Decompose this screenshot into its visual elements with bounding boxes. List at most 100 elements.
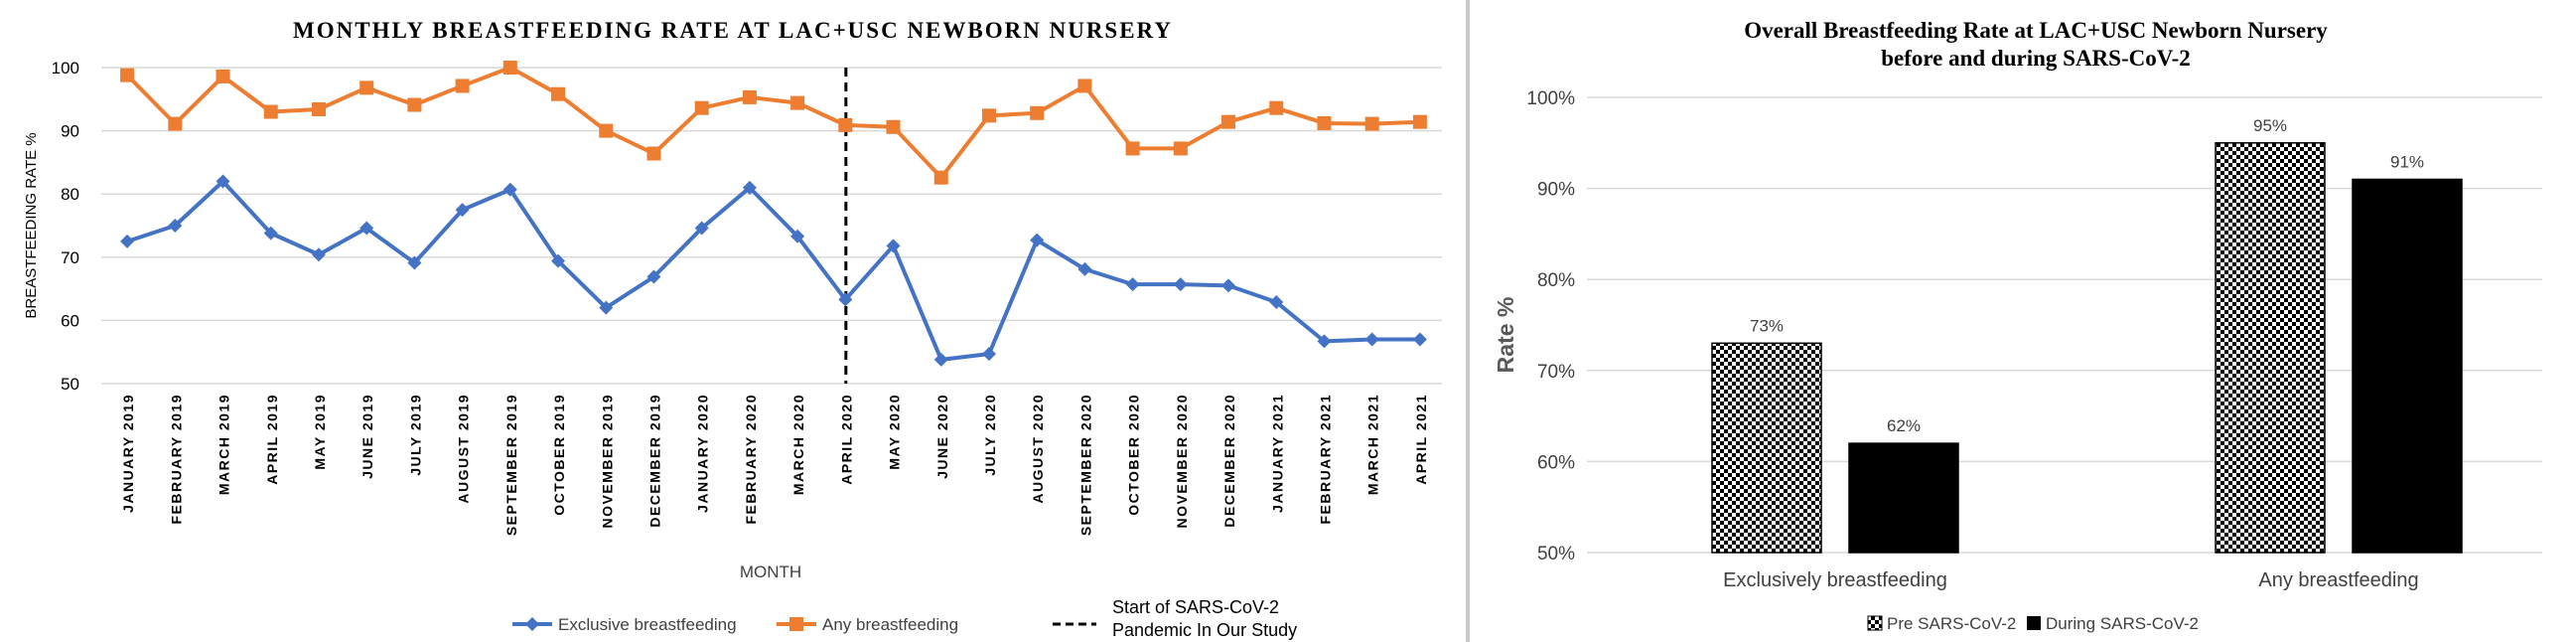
bar-during	[1848, 442, 1959, 554]
data-point-exclusive	[886, 239, 901, 253]
x-tick-label: MARCH 2021	[1365, 394, 1381, 495]
legend-label-pandemic-line1: Start of SARS-CoV-2	[1112, 597, 1279, 617]
bar-value-label: 95%	[2253, 116, 2287, 135]
y-tick-label: 60	[61, 311, 79, 330]
data-point-exclusive	[263, 226, 278, 241]
data-point-exclusive	[1317, 334, 1332, 349]
x-tick-label: FEBRUARY 2021	[1317, 394, 1333, 525]
data-point-exclusive	[1269, 294, 1284, 309]
data-point-exclusive	[694, 221, 709, 236]
bar-value-label: 73%	[1750, 316, 1784, 335]
data-point-exclusive	[1412, 332, 1427, 347]
data-point-any	[1221, 114, 1236, 129]
legend-marker-any	[789, 617, 803, 631]
chart-title-line2: before and during SARS-CoV-2	[1881, 46, 2191, 71]
x-tick-label: NOVEMBER 2020	[1174, 394, 1190, 528]
x-tick-label: JULY 2020	[982, 394, 998, 476]
y-tick-label: 50	[61, 375, 79, 394]
x-tick-label: JUNE 2020	[934, 394, 950, 479]
x-tick-label: NOVEMBER 2019	[599, 394, 615, 528]
legend-swatch-pre	[1867, 615, 1883, 631]
x-tick-label: MARCH 2020	[790, 394, 806, 495]
data-point-exclusive	[1125, 277, 1140, 292]
data-point-any	[1364, 116, 1379, 131]
legend-label-pre: Pre SARS-CoV-2	[1887, 614, 2016, 633]
x-tick-label: APRIL 2021	[1413, 394, 1429, 485]
x-tick-label: DECEMBER 2019	[646, 394, 662, 528]
data-point-any	[646, 146, 661, 161]
y-tick-label: 90	[61, 122, 79, 141]
x-tick-label: AUGUST 2020	[1030, 394, 1046, 504]
y-tick-label: 50%	[1537, 544, 1575, 564]
data-point-exclusive	[502, 182, 517, 197]
data-point-any	[1077, 79, 1092, 93]
data-point-exclusive	[359, 221, 374, 236]
data-point-any	[1317, 115, 1332, 130]
data-point-any	[1269, 100, 1284, 115]
monthly-rate-chart-panel: MONTHLY BREASTFEEDING RATE AT LAC+USC NE…	[23, 18, 1442, 640]
y-tick-label: 70%	[1537, 362, 1575, 383]
bar-value-label: 62%	[1887, 416, 1921, 435]
data-point-exclusive	[455, 203, 470, 218]
y-tick-label: 80	[61, 185, 79, 204]
legend-swatch-during	[2027, 616, 2041, 630]
y-tick-label: 70	[61, 248, 79, 267]
x-tick-label: JANUARY 2020	[695, 394, 711, 513]
data-point-any	[168, 116, 183, 131]
legend-label-during: During SARS-CoV-2	[2046, 614, 2199, 633]
x-axis-label: MONTH	[740, 562, 801, 581]
data-point-exclusive	[120, 234, 135, 248]
data-point-exclusive	[838, 292, 853, 307]
bar-value-label: 91%	[2390, 152, 2424, 171]
bar-pre	[2215, 142, 2326, 554]
data-point-exclusive	[215, 174, 230, 189]
legend-marker-exclusive	[525, 617, 539, 631]
y-tick-label: 60%	[1537, 452, 1575, 473]
data-point-any	[407, 97, 422, 112]
data-point-exclusive	[1364, 332, 1379, 347]
data-point-exclusive	[1077, 261, 1092, 276]
data-point-any	[359, 80, 374, 95]
chart-title: MONTHLY BREASTFEEDING RATE AT LAC+USC NE…	[293, 18, 1173, 43]
x-tick-label: DECEMBER 2020	[1221, 394, 1237, 528]
data-point-exclusive	[168, 219, 183, 233]
x-tick-label: JANUARY 2021	[1269, 394, 1285, 513]
legend-label-exclusive: Exclusive breastfeeding	[558, 615, 737, 634]
data-point-any	[599, 123, 614, 138]
data-point-any	[215, 69, 230, 83]
x-tick-label: OCTOBER 2019	[551, 394, 567, 516]
data-point-exclusive	[551, 253, 566, 268]
data-point-any	[551, 86, 566, 101]
bar-during	[2352, 178, 2463, 554]
bar-pre	[1711, 342, 1822, 554]
x-tick-label: MAY 2020	[887, 394, 903, 470]
overall-rate-chart-panel: Overall Breastfeeding Rate at LAC+USC Ne…	[1470, 0, 2576, 642]
data-point-exclusive	[1030, 233, 1045, 247]
data-point-any	[886, 119, 901, 134]
y-tick-label: 80%	[1537, 270, 1575, 291]
overall-rate-chart: Overall Breastfeeding Rate at LAC+USC Ne…	[1493, 18, 2542, 633]
data-point-exclusive	[407, 255, 422, 270]
data-point-any	[455, 79, 470, 93]
chart-title-line1: Overall Breastfeeding Rate at LAC+USC Ne…	[1744, 18, 2328, 43]
x-tick-label: APRIL 2020	[838, 394, 854, 485]
data-point-any	[981, 108, 996, 123]
x-tick-label: MARCH 2019	[216, 394, 232, 495]
data-point-any	[1173, 141, 1188, 156]
data-point-any	[694, 100, 709, 115]
x-tick-label: MAY 2019	[312, 394, 328, 470]
x-tick-label: JULY 2019	[407, 394, 423, 476]
data-point-exclusive	[933, 352, 948, 367]
x-tick-label: OCTOBER 2020	[1126, 394, 1142, 516]
data-point-any	[790, 95, 805, 110]
data-point-any	[120, 68, 135, 82]
x-tick-label: FEBRUARY 2020	[743, 394, 759, 525]
x-tick-label: JANUARY 2019	[120, 394, 136, 513]
data-point-exclusive	[311, 247, 326, 262]
data-point-any	[263, 104, 278, 119]
data-point-exclusive	[599, 300, 614, 315]
y-tick-label: 100%	[1526, 88, 1575, 109]
x-tick-label: JUNE 2019	[359, 394, 375, 479]
x-tick-label: AUGUST 2019	[456, 394, 472, 504]
data-point-any	[838, 117, 853, 132]
